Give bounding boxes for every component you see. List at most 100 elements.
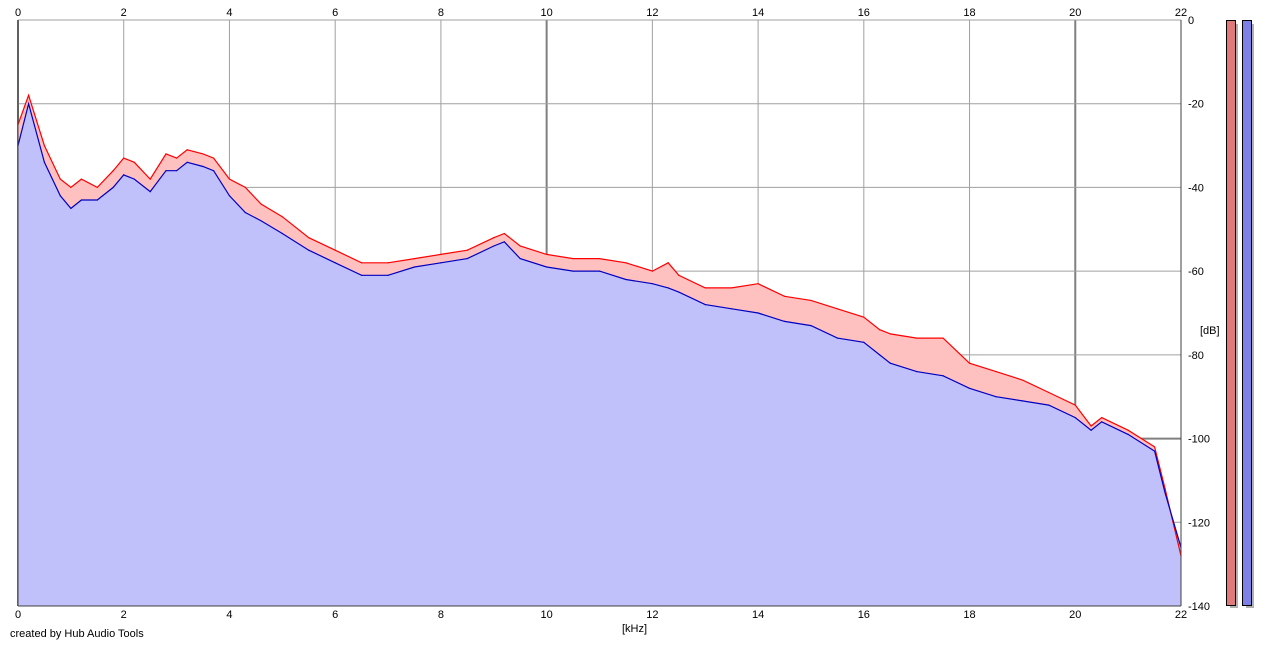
series-1-point [361, 274, 363, 276]
series-1-point [1048, 404, 1050, 406]
series-0-point [281, 216, 283, 218]
series-1-point [308, 249, 310, 251]
y-tick: -120 [1188, 517, 1210, 529]
series-1-point [625, 278, 627, 281]
series-1-point [651, 283, 653, 285]
series-0-point [165, 153, 167, 155]
series-1-point [70, 207, 72, 209]
series-1-point [731, 308, 733, 310]
x-tick-top: 6 [332, 7, 338, 19]
series-0-point [387, 262, 389, 264]
x-tick-bottom: 4 [226, 609, 232, 621]
series-1-point [836, 337, 838, 339]
series-1-point [112, 186, 114, 189]
series-1-point [704, 304, 706, 306]
series-0-point [879, 329, 881, 331]
y-tick: -20 [1188, 99, 1204, 111]
series-1-point [281, 232, 283, 235]
x-tick-bottom: 0 [15, 609, 21, 621]
level-meter-left [1226, 20, 1236, 606]
series-1-point [133, 178, 135, 180]
x-tick-top: 2 [121, 7, 127, 19]
series-1-point [202, 165, 204, 168]
series-1-point [572, 270, 574, 272]
series-1-point [212, 170, 215, 172]
x-tick-top: 16 [858, 7, 870, 19]
series-0-point [519, 245, 521, 247]
series-1-point [1090, 429, 1092, 431]
series-1-point [1074, 417, 1076, 419]
x-tick-top: 10 [541, 7, 553, 19]
series-1-point [879, 354, 881, 356]
series-0-point [244, 186, 246, 189]
series-0-point [678, 274, 680, 276]
x-tick-top: 12 [646, 7, 658, 19]
series-1-point [334, 262, 336, 264]
x-tick-bottom: 8 [438, 609, 444, 621]
series-1-point [123, 174, 125, 176]
credit-text: created by Hub Audio Tools [10, 628, 144, 640]
series-0-point [149, 178, 151, 180]
x-tick-top: 8 [438, 7, 444, 19]
series-1-point [757, 312, 759, 314]
series-0-point [783, 295, 786, 297]
series-1-point [186, 161, 188, 163]
series-0-point [995, 371, 997, 373]
series-0-point [43, 144, 46, 147]
series-0-point [757, 283, 759, 285]
series-0-point [1164, 488, 1166, 490]
series-0-point [1090, 425, 1092, 427]
series-0-point [1127, 429, 1129, 431]
series-0-point [308, 237, 310, 239]
series-0-point [1101, 417, 1103, 419]
series-0-point [334, 249, 336, 251]
series-1-point [1127, 433, 1129, 435]
series-1-point [1101, 421, 1103, 423]
series-0-point [202, 153, 204, 155]
series-1-point [175, 170, 178, 172]
series-0-point [175, 157, 178, 159]
series-1-point [810, 324, 812, 327]
plot-frame [17, 20, 1182, 607]
x-tick-top: 14 [752, 7, 764, 19]
series-0-point [667, 262, 669, 264]
series-0-point [916, 337, 918, 339]
series-0-point [96, 186, 98, 189]
series-0-point [942, 337, 944, 339]
series-0-point [123, 157, 125, 159]
series-1-point [440, 262, 442, 264]
series-1-point [43, 161, 46, 163]
series-1-point [1021, 400, 1024, 402]
series-0-point [59, 178, 61, 180]
series-0-point [212, 157, 215, 159]
series-0-point [413, 257, 416, 260]
x-tick-bottom: 10 [541, 609, 553, 621]
series-0-point [598, 257, 601, 260]
series-1-point [863, 341, 865, 343]
x-tick-bottom: 18 [963, 609, 975, 621]
series-1-point [1164, 492, 1166, 494]
series-0-point [186, 149, 188, 151]
x-tick-bottom: 20 [1069, 609, 1081, 621]
x-tick-top: 22 [1175, 7, 1187, 19]
series-1-point [80, 199, 83, 201]
y-tick: -60 [1188, 266, 1204, 278]
series-1-area [18, 103, 1181, 606]
series-1-point [678, 291, 680, 293]
series-0-point [1021, 379, 1024, 381]
series-1-point [260, 220, 262, 222]
series-1-point [598, 270, 601, 272]
x-tick-top: 20 [1069, 7, 1081, 19]
x-tick-labels-bottom: 0 2 4 6 8 10 12 14 16 18 20 22 [15, 609, 1187, 621]
series-0-point [968, 362, 971, 364]
series-1-point [503, 241, 505, 243]
series-1-point [165, 170, 167, 172]
level-meter-right [1242, 20, 1252, 606]
y-tick: -100 [1188, 434, 1210, 446]
series-0-point [493, 237, 495, 239]
series-0-point [503, 232, 505, 235]
series-0-point [704, 287, 706, 289]
series-0-point [80, 178, 83, 180]
series-1-point [149, 191, 151, 193]
